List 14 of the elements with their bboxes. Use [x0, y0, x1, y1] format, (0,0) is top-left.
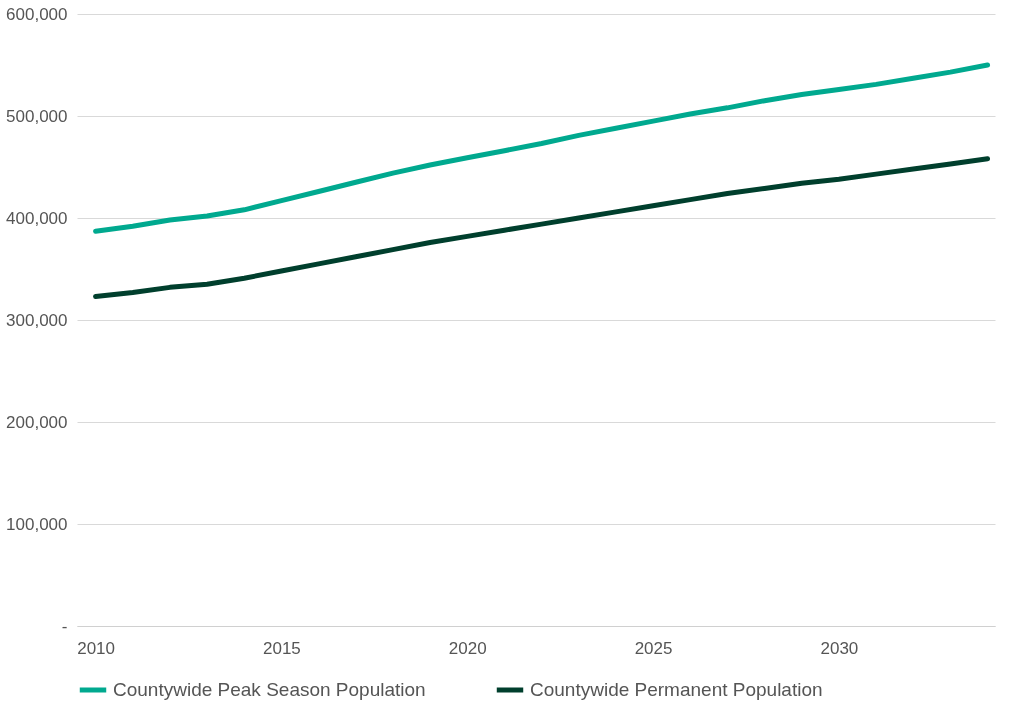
- y-tick-label: -: [61, 616, 68, 636]
- legend-label: Countywide Permanent Population: [530, 679, 823, 700]
- x-tick-label: 2010: [77, 638, 115, 658]
- y-tick-label: 500,000: [6, 106, 68, 126]
- x-tick-label: 2025: [634, 638, 673, 658]
- y-tick-label: 300,000: [6, 310, 68, 330]
- y-tick-label: 200,000: [6, 412, 68, 432]
- y-tick-label: 100,000: [6, 514, 68, 534]
- y-tick-label: 600,000: [6, 4, 68, 24]
- x-tick-label: 2020: [448, 638, 487, 658]
- x-tick-label: 2015: [263, 638, 301, 658]
- y-tick-label: 400,000: [6, 208, 68, 228]
- x-tick-label: 2030: [820, 638, 859, 658]
- legend-label: Countywide Peak Season Population: [113, 679, 426, 700]
